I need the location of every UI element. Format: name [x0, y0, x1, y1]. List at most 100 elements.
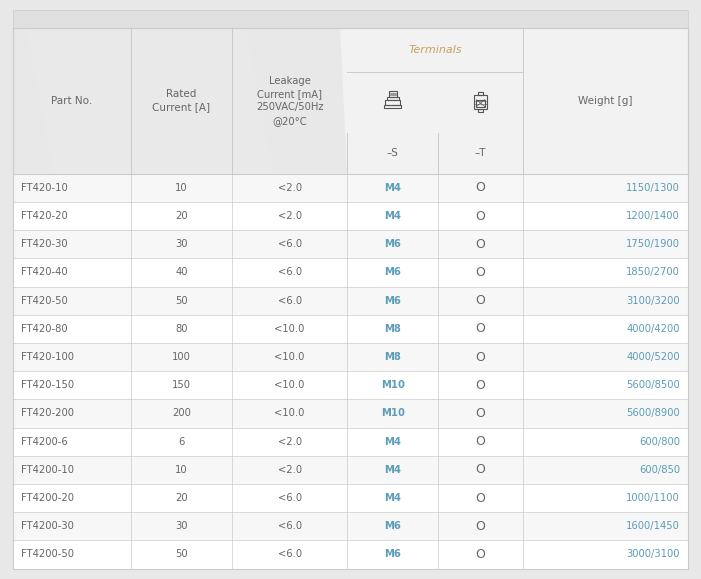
Text: FT420-30: FT420-30 — [21, 239, 68, 250]
Text: FT420-80: FT420-80 — [21, 324, 68, 334]
Bar — [13, 202, 688, 230]
Text: M8: M8 — [384, 324, 401, 334]
Text: <10.0: <10.0 — [275, 409, 305, 419]
Bar — [13, 10, 688, 28]
Polygon shape — [26, 28, 273, 174]
Text: FT420-50: FT420-50 — [21, 296, 68, 306]
Bar — [13, 287, 688, 315]
Text: FT420-150: FT420-150 — [21, 380, 74, 390]
Text: <6.0: <6.0 — [278, 267, 301, 277]
Text: Rated
Current [A]: Rated Current [A] — [153, 89, 210, 112]
Text: 40: 40 — [175, 267, 188, 277]
Text: M4: M4 — [384, 465, 401, 475]
Text: 20: 20 — [175, 493, 188, 503]
Text: M4: M4 — [384, 211, 401, 221]
Text: FT420-100: FT420-100 — [21, 352, 74, 362]
Text: 1750/1900: 1750/1900 — [626, 239, 680, 250]
Text: 3100/3200: 3100/3200 — [627, 296, 680, 306]
Text: 150: 150 — [172, 380, 191, 390]
Text: <10.0: <10.0 — [275, 324, 305, 334]
Text: 80: 80 — [175, 324, 188, 334]
Text: FT420-10: FT420-10 — [21, 183, 68, 193]
Text: M10: M10 — [381, 380, 404, 390]
Text: O: O — [476, 379, 486, 392]
Text: 1600/1450: 1600/1450 — [626, 521, 680, 532]
Polygon shape — [13, 28, 347, 174]
Bar — [13, 456, 688, 484]
Text: Weight [g]: Weight [g] — [578, 96, 633, 106]
Text: 30: 30 — [175, 239, 188, 250]
Text: <6.0: <6.0 — [278, 549, 301, 559]
Text: 20: 20 — [175, 211, 188, 221]
Text: O: O — [476, 181, 486, 195]
Text: FT420-20: FT420-20 — [21, 211, 68, 221]
Text: O: O — [476, 351, 486, 364]
Text: 1150/1300: 1150/1300 — [626, 183, 680, 193]
Bar — [476, 100, 485, 107]
Text: FT4200-50: FT4200-50 — [21, 549, 74, 559]
Text: Part No.: Part No. — [51, 96, 93, 106]
Text: 5600/8900: 5600/8900 — [626, 409, 680, 419]
Bar — [13, 484, 688, 512]
Text: M4: M4 — [384, 437, 401, 446]
Text: 3000/3100: 3000/3100 — [627, 549, 680, 559]
Text: O: O — [476, 463, 486, 477]
Bar — [13, 400, 688, 427]
Text: O: O — [476, 548, 486, 561]
Text: O: O — [476, 492, 486, 504]
Text: O: O — [476, 210, 486, 222]
Bar — [13, 427, 688, 456]
Bar — [13, 10, 688, 28]
Text: FT420-200: FT420-200 — [21, 409, 74, 419]
Bar — [384, 105, 401, 108]
Bar — [389, 91, 397, 97]
Text: <6.0: <6.0 — [278, 521, 301, 532]
Text: O: O — [476, 294, 486, 307]
Text: 4000/5200: 4000/5200 — [627, 352, 680, 362]
Text: –S: –S — [387, 148, 399, 159]
Text: FT4200-6: FT4200-6 — [21, 437, 68, 446]
Text: FT420-40: FT420-40 — [21, 267, 68, 277]
Bar — [13, 174, 688, 202]
Text: O: O — [476, 407, 486, 420]
Text: M10: M10 — [381, 409, 404, 419]
Text: FT4200-10: FT4200-10 — [21, 465, 74, 475]
Text: Leakage
Current [mA]
250VAC/50Hz
@20°C: Leakage Current [mA] 250VAC/50Hz @20°C — [256, 76, 323, 126]
Bar — [13, 343, 688, 371]
Text: 4000/4200: 4000/4200 — [627, 324, 680, 334]
Text: M8: M8 — [384, 352, 401, 362]
Bar — [13, 258, 688, 287]
Bar — [478, 109, 483, 112]
Text: <2.0: <2.0 — [278, 183, 301, 193]
Text: 600/800: 600/800 — [639, 437, 680, 446]
Text: M6: M6 — [384, 296, 401, 306]
Bar — [478, 92, 483, 96]
Text: M4: M4 — [384, 493, 401, 503]
Text: O: O — [476, 323, 486, 335]
Text: 1850/2700: 1850/2700 — [626, 267, 680, 277]
Text: <6.0: <6.0 — [278, 239, 301, 250]
Text: O: O — [476, 435, 486, 448]
Text: <6.0: <6.0 — [278, 296, 301, 306]
Bar — [386, 97, 399, 100]
Text: 6: 6 — [178, 437, 185, 446]
Text: 10: 10 — [175, 465, 188, 475]
Bar — [386, 100, 400, 105]
Text: 100: 100 — [172, 352, 191, 362]
Bar — [13, 28, 688, 174]
Bar — [13, 512, 688, 540]
Text: M6: M6 — [384, 239, 401, 250]
Text: O: O — [476, 266, 486, 279]
Text: FT4200-20: FT4200-20 — [21, 493, 74, 503]
Text: <2.0: <2.0 — [278, 211, 301, 221]
Text: <2.0: <2.0 — [278, 437, 301, 446]
Text: <10.0: <10.0 — [275, 352, 305, 362]
Text: <6.0: <6.0 — [278, 493, 301, 503]
Text: Terminals: Terminals — [408, 45, 462, 54]
Text: FT4200-30: FT4200-30 — [21, 521, 74, 532]
Text: 30: 30 — [175, 521, 188, 532]
Text: M4: M4 — [384, 183, 401, 193]
Bar — [474, 96, 487, 109]
Bar — [13, 230, 688, 258]
Text: M6: M6 — [384, 267, 401, 277]
